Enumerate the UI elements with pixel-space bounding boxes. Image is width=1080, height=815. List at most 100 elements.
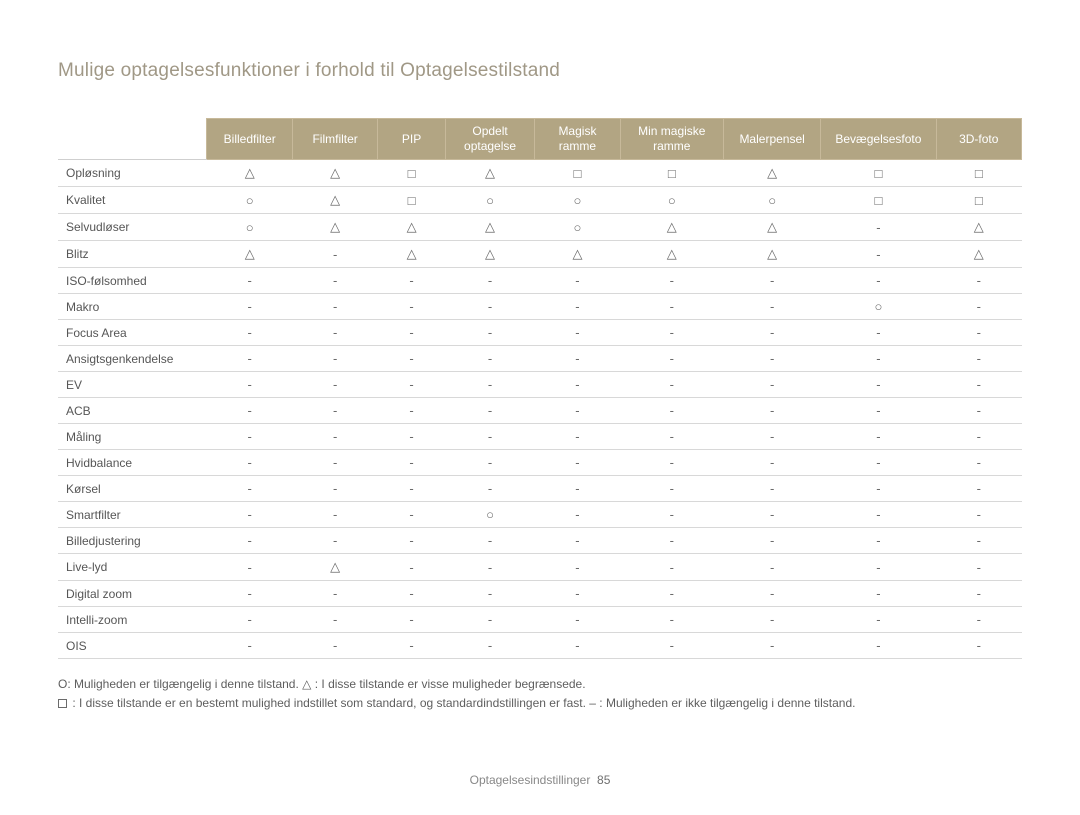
table-cell: - [936, 320, 1021, 346]
table-cell: △ [292, 160, 377, 187]
table-cell: - [207, 502, 292, 528]
dash-icon: - [670, 351, 674, 366]
dash-icon: - [409, 638, 413, 653]
triangle-icon: △ [767, 219, 777, 234]
triangle-icon: △ [974, 246, 984, 261]
dash-icon: - [770, 638, 774, 653]
dash-icon: - [575, 377, 579, 392]
dash-icon: - [409, 273, 413, 288]
circle-icon: ○ [246, 220, 254, 235]
table-cell: - [207, 476, 292, 502]
table-cell: - [620, 268, 723, 294]
table-cell: - [936, 424, 1021, 450]
column-header: PIP [378, 119, 446, 160]
table-cell: - [445, 581, 534, 607]
column-header: Opdeltoptagelse [445, 119, 534, 160]
dash-icon: - [248, 612, 252, 627]
circle-icon: ○ [486, 507, 494, 522]
table-cell: - [821, 241, 936, 268]
dash-icon: - [409, 612, 413, 627]
row-label: OIS [58, 633, 207, 659]
square-icon: □ [408, 166, 416, 181]
table-cell: - [378, 450, 446, 476]
table-cell: - [292, 346, 377, 372]
dash-icon: - [977, 429, 981, 444]
table-cell: - [445, 450, 534, 476]
triangle-icon: △ [767, 246, 777, 261]
dash-icon: - [409, 586, 413, 601]
table-cell: - [445, 476, 534, 502]
table-cell: - [292, 581, 377, 607]
table-cell: - [535, 607, 620, 633]
dash-icon: - [488, 481, 492, 496]
table-cell: - [723, 633, 820, 659]
dash-icon: - [770, 273, 774, 288]
table-row: ISO-følsomhed--------- [58, 268, 1022, 294]
table-row: Intelli-zoom--------- [58, 607, 1022, 633]
page-number: 85 [597, 773, 610, 787]
table-cell: ○ [535, 214, 620, 241]
dash-icon: - [670, 638, 674, 653]
table-cell: - [378, 476, 446, 502]
dash-icon: - [333, 429, 337, 444]
table-cell: - [936, 554, 1021, 581]
dash-icon: - [670, 586, 674, 601]
table-cell: △ [723, 160, 820, 187]
dash-icon: - [876, 481, 880, 496]
dash-icon: - [770, 481, 774, 496]
dash-icon: - [670, 533, 674, 548]
table-cell: □ [620, 160, 723, 187]
dash-icon: - [876, 220, 880, 235]
dash-icon: - [248, 533, 252, 548]
table-cell: - [723, 268, 820, 294]
table-cell: - [620, 554, 723, 581]
dash-icon: - [248, 586, 252, 601]
dash-icon: - [333, 403, 337, 418]
dash-icon: - [876, 247, 880, 262]
dash-icon: - [575, 325, 579, 340]
dash-icon: - [333, 507, 337, 522]
table-cell: □ [936, 160, 1021, 187]
table-cell: - [620, 346, 723, 372]
triangle-icon: △ [302, 677, 311, 691]
table-cell: - [936, 398, 1021, 424]
dash-icon: - [670, 299, 674, 314]
table-cell: - [821, 581, 936, 607]
table-cell: - [535, 476, 620, 502]
circle-icon: ○ [768, 193, 776, 208]
table-cell: - [207, 398, 292, 424]
column-header: Min magiskeramme [620, 119, 723, 160]
table-cell: - [821, 450, 936, 476]
table-cell: - [378, 633, 446, 659]
dash-icon: - [977, 403, 981, 418]
table-cell: - [292, 320, 377, 346]
dash-icon: - [977, 560, 981, 575]
dash-icon: - [876, 273, 880, 288]
dash-icon: - [876, 507, 880, 522]
dash-icon: - [248, 273, 252, 288]
table-cell: - [620, 294, 723, 320]
page-title: Mulige optagelsesfunktioner i forhold ti… [58, 60, 1022, 82]
table-cell: ○ [620, 187, 723, 214]
dash-icon: - [770, 377, 774, 392]
legend-text: O: Muligheden er tilgængelig i denne til… [58, 677, 302, 691]
table-cell: - [936, 450, 1021, 476]
dash-icon: - [248, 481, 252, 496]
table-row: EV--------- [58, 372, 1022, 398]
legend-text: : I disse tilstande er visse muligheder … [315, 677, 586, 691]
table-cell: - [723, 424, 820, 450]
table-cell: - [207, 633, 292, 659]
triangle-icon: △ [330, 165, 340, 180]
table-cell: - [723, 502, 820, 528]
row-label: Smartfilter [58, 502, 207, 528]
legend-line-1: O: Muligheden er tilgængelig i denne til… [58, 675, 1022, 694]
header-blank [58, 119, 207, 160]
table-cell: - [821, 554, 936, 581]
circle-icon: ○ [486, 193, 494, 208]
table-cell: - [292, 268, 377, 294]
dash-icon: - [876, 351, 880, 366]
table-cell: - [936, 476, 1021, 502]
dash-icon: - [876, 455, 880, 470]
table-cell: - [207, 581, 292, 607]
table-cell: - [378, 398, 446, 424]
